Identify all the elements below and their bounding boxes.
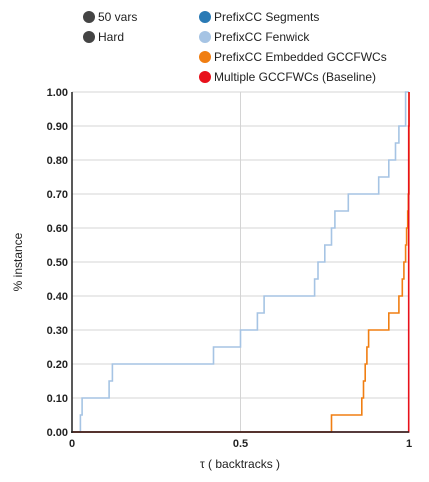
x-tick-label: 1 xyxy=(406,438,412,450)
legend-item-hard[interactable]: Hard xyxy=(83,29,124,45)
legend-label-prefixcc-embedded-gccfwcs: PrefixCC Embedded GCCFWCs xyxy=(214,50,387,64)
legend-label-hard: Hard xyxy=(98,30,125,44)
chart-axes xyxy=(71,92,409,433)
y-tick-label: 0.80 xyxy=(47,155,68,167)
y-tick-label: 0.40 xyxy=(47,291,68,303)
legend-label-prefixcc-segments: PrefixCC Segments xyxy=(214,10,320,24)
y-tick-label: 0.70 xyxy=(47,189,68,201)
legend-dot-prefixcc-fenwick xyxy=(199,31,211,43)
series-line-prefixcc-embedded-gccfwcs xyxy=(72,92,410,433)
legend-dot-prefixcc-segments xyxy=(199,11,211,23)
y-tick-label: 0.00 xyxy=(47,427,68,439)
y-tick-label: 0.50 xyxy=(47,257,68,269)
x-tick-label: 0.5 xyxy=(233,438,248,450)
legend-dot-multiple-gccfwcs-baseline xyxy=(199,71,211,83)
legend-label-prefixcc-fenwick: PrefixCC Fenwick xyxy=(214,30,310,44)
legend-item-multiple-gccfwcs-baseline[interactable]: Multiple GCCFWCs (Baseline) xyxy=(199,69,376,85)
legend-item-50-vars[interactable]: 50 vars xyxy=(83,9,137,25)
y-tick-label: 0.10 xyxy=(47,393,68,405)
y-tick-label: 0.90 xyxy=(47,121,68,133)
x-tick-label: 0 xyxy=(69,438,75,450)
x-axis-title: τ ( backtracks ) xyxy=(200,457,280,471)
y-tick-label: 0.60 xyxy=(47,223,68,235)
y-axis-title: % instance xyxy=(11,232,25,291)
chart-tick-labels: 0.000.100.200.300.400.500.600.700.800.90… xyxy=(47,87,412,450)
series-line-prefixcc-fenwick xyxy=(72,91,409,433)
legend-item-prefixcc-segments[interactable]: PrefixCC Segments xyxy=(199,9,319,25)
y-tick-label: 0.30 xyxy=(47,325,68,337)
legend-label-multiple-gccfwcs-baseline: Multiple GCCFWCs (Baseline) xyxy=(214,70,377,84)
legend-dot-prefixcc-embedded-gccfwcs xyxy=(199,51,211,63)
legend-label-50-vars: 50 vars xyxy=(98,10,138,24)
chart-grid xyxy=(71,91,410,433)
legend-dot-50-vars xyxy=(83,11,95,23)
legend-item-prefixcc-fenwick[interactable]: PrefixCC Fenwick xyxy=(199,29,309,45)
legend-dot-hard xyxy=(83,31,95,43)
y-tick-label: 0.20 xyxy=(47,359,68,371)
legend-item-prefixcc-embedded-gccfwcs[interactable]: PrefixCC Embedded GCCFWCs xyxy=(199,49,387,65)
y-tick-label: 1.00 xyxy=(47,87,68,99)
